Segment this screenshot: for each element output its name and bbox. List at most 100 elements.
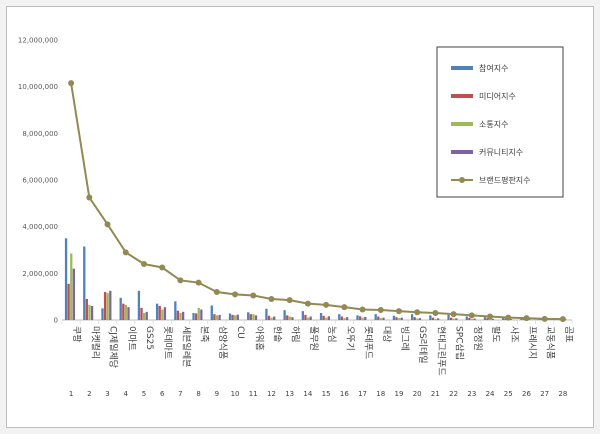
brand-reputation-chart: 0 2,000,000 4,000,000 6,000,000 8,000,000 10,… [18, 37, 574, 399]
category-label: 농심 [326, 326, 337, 343]
point-brand-reputation-13 [286, 297, 293, 304]
category-label: 롯데마트 [162, 326, 173, 359]
bar-소통지수-24 [489, 319, 492, 320]
bar-참여지수-23 [465, 316, 468, 320]
bar-미디어지수-15 [322, 315, 325, 320]
bar-참여지수-8 [192, 313, 195, 320]
bar-커뮤니티지수-26 [528, 319, 531, 320]
point-brand-reputation-9 [213, 289, 220, 295]
legend-swatch [451, 94, 473, 98]
bar-미디어지수-7 [176, 310, 180, 320]
category-label: 팔도 [490, 326, 502, 343]
rank-label: 21 [431, 390, 440, 398]
line-brand-reputation [70, 83, 563, 321]
rank-label: 18 [376, 390, 385, 398]
rank-label: 16 [340, 390, 349, 398]
bar-소통지수-7 [179, 313, 182, 320]
chart-frame: 0 2,000,000 4,000,000 6,000,000 8,000,000 10,… [6, 6, 594, 428]
y-tick-label: 12,000,000 [18, 37, 58, 45]
category-label: 사조 [508, 326, 519, 343]
point-brand-reputation-25 [505, 314, 512, 321]
bar-커뮤니티지수-21 [436, 318, 440, 320]
bar-소통지수-15 [325, 317, 328, 320]
rank-label: 9 [215, 390, 219, 398]
rank-label: 8 [196, 390, 200, 398]
category-label: 풀무원 [308, 326, 319, 351]
bar-커뮤니티지수-6 [163, 307, 167, 320]
category-label: 청정원 [472, 326, 483, 351]
rank-label: 12 [267, 390, 276, 398]
category-label: 교동식품 [545, 326, 556, 359]
bar-소통지수-20 [416, 318, 419, 320]
y-tick-label: 4,000,000 [22, 223, 58, 231]
bar-커뮤니티지수-4 [127, 307, 130, 320]
bar-소통지수-1 [70, 253, 73, 320]
rank-label: 3 [105, 390, 109, 398]
rank-label: 15 [322, 390, 331, 398]
bar-소통지수-5 [142, 313, 146, 320]
category-label: 롯데푸드 [363, 326, 374, 359]
bar-참여지수-22 [447, 314, 450, 320]
point-brand-reputation-3 [104, 221, 111, 228]
legend-label: 브랜드평판지수 [479, 175, 531, 185]
point-brand-reputation-26 [523, 315, 530, 322]
legend-swatch [451, 66, 473, 70]
bar-소통지수-21 [434, 318, 437, 320]
legend-swatch [451, 122, 473, 126]
bar-소통지수-10 [234, 315, 237, 320]
bar-미디어지수-5 [140, 307, 143, 320]
bar-미디어지수-3 [103, 292, 107, 320]
rank-label: 19 [395, 390, 404, 398]
bar-미디어지수-1 [67, 283, 70, 320]
bar-소통지수-23 [470, 319, 474, 320]
category-label: 대상 [381, 326, 392, 343]
point-brand-reputation-20 [414, 309, 421, 316]
bar-미디어지수-18 [377, 316, 380, 320]
bar-참여지수-13 [283, 310, 286, 320]
bar-소통지수-8 [197, 307, 200, 320]
point-brand-reputation-8 [195, 279, 202, 286]
point-brand-reputation-11 [250, 292, 257, 299]
point-brand-reputation-14 [304, 300, 311, 307]
bar-참여지수-1 [64, 238, 68, 320]
rank-label: 22 [449, 390, 458, 398]
bar-커뮤니티지수-3 [109, 290, 112, 320]
y-tick-label: 10,000,000 [18, 83, 58, 91]
point-brand-reputation-16 [341, 304, 348, 311]
bar-커뮤니티지수-22 [455, 318, 458, 320]
bar-소통지수-6 [161, 309, 164, 320]
category-label: CU [235, 326, 245, 339]
category-label: 이마트 [126, 326, 137, 351]
bar-참여지수-17 [356, 315, 359, 320]
point-brand-reputation-21 [432, 310, 439, 316]
bar-소통지수-16 [343, 318, 346, 320]
bar-커뮤니티지수-5 [145, 311, 148, 320]
bar-참여지수-19 [392, 315, 396, 320]
category-label: 세븐일레븐 [180, 326, 191, 367]
bar-소통지수-22 [452, 318, 455, 320]
bar-커뮤니티지수-11 [254, 315, 258, 320]
rank-label: 4 [124, 390, 129, 398]
bar-커뮤니티지수-17 [364, 316, 367, 320]
bar-미디어지수-14 [304, 314, 307, 320]
bar-커뮤니티지수-10 [236, 314, 239, 320]
bar-커뮤니티지수-16 [345, 317, 349, 320]
category-label: 프레시지 [526, 326, 537, 359]
bar-미디어지수-6 [158, 306, 161, 320]
bar-소통지수-13 [288, 316, 291, 320]
bar-참여지수-14 [301, 311, 304, 320]
legend-label: 참여지수 [479, 63, 508, 73]
bar-커뮤니티지수-12 [273, 316, 276, 320]
point-brand-reputation-4 [122, 249, 129, 256]
point-brand-reputation-12 [268, 296, 275, 302]
bar-소통지수-2 [88, 304, 91, 320]
bar-커뮤니티지수-15 [327, 316, 331, 320]
bar-커뮤니티지수-20 [418, 318, 422, 320]
bar-커뮤니티지수-8 [200, 309, 203, 320]
bar-참여지수-21 [429, 315, 432, 320]
bar-미디어지수-10 [231, 314, 234, 320]
category-label: 아워홈 [253, 326, 265, 351]
legend-label: 커뮤니티지수 [479, 147, 523, 157]
bar-커뮤니티지수-2 [90, 306, 94, 320]
legend-label: 미디어지수 [479, 91, 516, 101]
